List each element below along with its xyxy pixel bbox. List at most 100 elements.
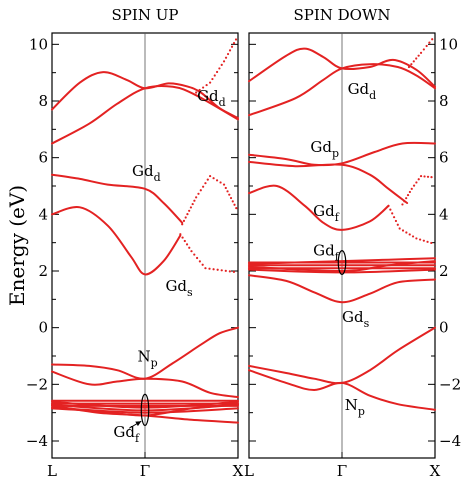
band-dot-1-7-1-1 <box>401 229 405 232</box>
band-label-sub-1-1: p <box>332 147 339 160</box>
band-label-sub-1-4: s <box>364 317 370 330</box>
band-dot-0-6-2-7 <box>232 270 236 273</box>
band-dot-0-4-1-0 <box>195 196 198 199</box>
band-dot-0-4-0-7 <box>193 199 196 202</box>
xtick-label-1-0: L <box>244 462 254 480</box>
band-label-main-1-3: Gd <box>313 241 335 259</box>
band-label-main-0-3: N <box>138 348 151 366</box>
band-dot-0-4-0-6 <box>191 202 194 206</box>
band-label-1-3: Gdf <box>313 241 340 263</box>
band-series-0-4 <box>181 174 238 226</box>
band-label-main-1-1: Gd <box>310 138 332 156</box>
band-label-sub-0-0: d <box>219 96 226 109</box>
band-label-main-0-2: Gd <box>165 277 187 295</box>
band-dot-0-4-0-4 <box>188 209 191 212</box>
band-dot-0-4-0-5 <box>189 206 193 209</box>
band-dot-1-5-1-2 <box>415 181 418 184</box>
band-dot-1-2-0-0 <box>407 65 411 69</box>
ytick-label-1-6: −2 <box>439 375 461 393</box>
xtick-label-1-2: X <box>430 462 441 480</box>
band-label-main-1-5: N <box>345 396 358 414</box>
band-label-0-2: Gds <box>165 277 193 299</box>
band-dot-0-4-0-0 <box>181 223 184 226</box>
band-series-1-12 <box>248 257 436 265</box>
band-dot-1-2-0-2 <box>412 60 415 63</box>
band-dot-1-2-1-1 <box>422 48 425 51</box>
band-dot-1-5-1-0 <box>410 187 413 190</box>
band-dot-1-7-1-0 <box>398 227 401 230</box>
band-label-sub-1-3: f <box>335 250 340 263</box>
band-dot-1-7-1-3 <box>408 233 411 236</box>
ytick-label-1-2: 6 <box>439 149 449 167</box>
band-series-0-2 <box>195 38 238 94</box>
band-label-sub-0-3: p <box>151 357 158 370</box>
band-dot-0-4-1-1 <box>197 192 200 195</box>
band-dot-1-5-0-1 <box>403 200 406 203</box>
ytick-label-0-3: 4 <box>38 205 48 223</box>
band-dot-0-6-2-4 <box>220 269 223 272</box>
band-series-0-5 <box>51 206 182 276</box>
band-dot-0-2-0-1 <box>198 88 201 92</box>
panel-title-0: SPIN UP <box>112 6 179 24</box>
band-dot-0-4-2-1 <box>212 177 215 180</box>
band-label-0-1: Gdd <box>132 162 161 184</box>
band-dot-0-4-3-0 <box>222 183 226 186</box>
band-dot-1-2-1-3 <box>428 41 431 44</box>
band-dot-1-7-0-5 <box>396 223 399 226</box>
xtick-label-0-0: L <box>47 462 57 480</box>
band-label-main-1-0: Gd <box>348 80 370 98</box>
band-label-sub-0-1: d <box>154 171 161 184</box>
band-dot-0-2-2-2 <box>226 52 230 56</box>
band-dot-0-6-2-5 <box>224 269 227 272</box>
band-label-1-4: Gds <box>342 308 370 330</box>
band-dot-0-4-1-2 <box>199 189 202 192</box>
band-dot-0-2-2-3 <box>228 49 232 52</box>
band-dot-0-2-1-1 <box>211 77 214 81</box>
xtick-label-0-1: Γ <box>140 462 150 480</box>
band-dot-1-7-1-4 <box>411 235 415 238</box>
band-series-0-12 <box>51 400 239 409</box>
band-dot-0-2-0-0 <box>195 91 198 94</box>
band-dot-0-4-3-1 <box>224 186 227 190</box>
band-series-1-4 <box>248 160 409 204</box>
band-dot-0-6-2-1 <box>208 267 211 270</box>
band-series-0-1 <box>51 85 239 145</box>
band-dot-0-6-2-2 <box>212 268 215 271</box>
band-dot-1-5-0-2 <box>405 197 408 200</box>
band-series-1-11 <box>248 260 436 273</box>
band-dot-0-4-3-7 <box>235 207 238 210</box>
band-label-sub-1-5: p <box>358 405 365 418</box>
band-label-0-3: Np <box>138 348 158 370</box>
band-series-1-6 <box>248 184 390 231</box>
band-series-1-14 <box>248 274 436 304</box>
band-dot-1-7-0-3 <box>392 216 396 219</box>
band-dot-0-6-1-1 <box>193 253 196 256</box>
band-dot-1-7-1-2 <box>405 231 408 234</box>
band-dot-0-2-1-2 <box>213 74 216 77</box>
band-dot-1-5-2-0 <box>419 174 423 178</box>
band-label-sub-1-0: d <box>369 89 376 102</box>
band-dot-0-4-3-5 <box>231 200 234 203</box>
band-dot-0-4-2-2 <box>215 179 219 182</box>
band-dot-0-4-0-2 <box>184 216 187 219</box>
band-dot-0-6-1-4 <box>201 263 204 266</box>
band-dot-0-2-1-3 <box>215 70 219 74</box>
band-dot-1-7-2-1 <box>419 238 422 241</box>
band-series-1-13 <box>248 268 436 274</box>
highlight-ellipse-1 <box>337 250 347 276</box>
band-label-0-0: Gdd <box>197 87 226 109</box>
band-dot-1-7-2-0 <box>415 237 418 240</box>
band-dot-1-5-2-2 <box>426 175 430 178</box>
band-dot-0-2-2-1 <box>224 56 228 59</box>
band-dot-0-6-1-0 <box>190 250 193 253</box>
band-dot-1-7-0-2 <box>391 212 394 215</box>
band-dot-1-7-0-0 <box>387 204 390 207</box>
ytick-label-0-6: −2 <box>26 375 48 393</box>
highlight-ellipse-0 <box>140 393 150 427</box>
band-series-1-7 <box>387 204 433 245</box>
band-dot-0-4-3-3 <box>228 193 231 196</box>
xtick-label-0-2: X <box>233 462 244 480</box>
band-series-0-6 <box>179 233 236 273</box>
ytick-label-1-7: −4 <box>439 432 461 450</box>
